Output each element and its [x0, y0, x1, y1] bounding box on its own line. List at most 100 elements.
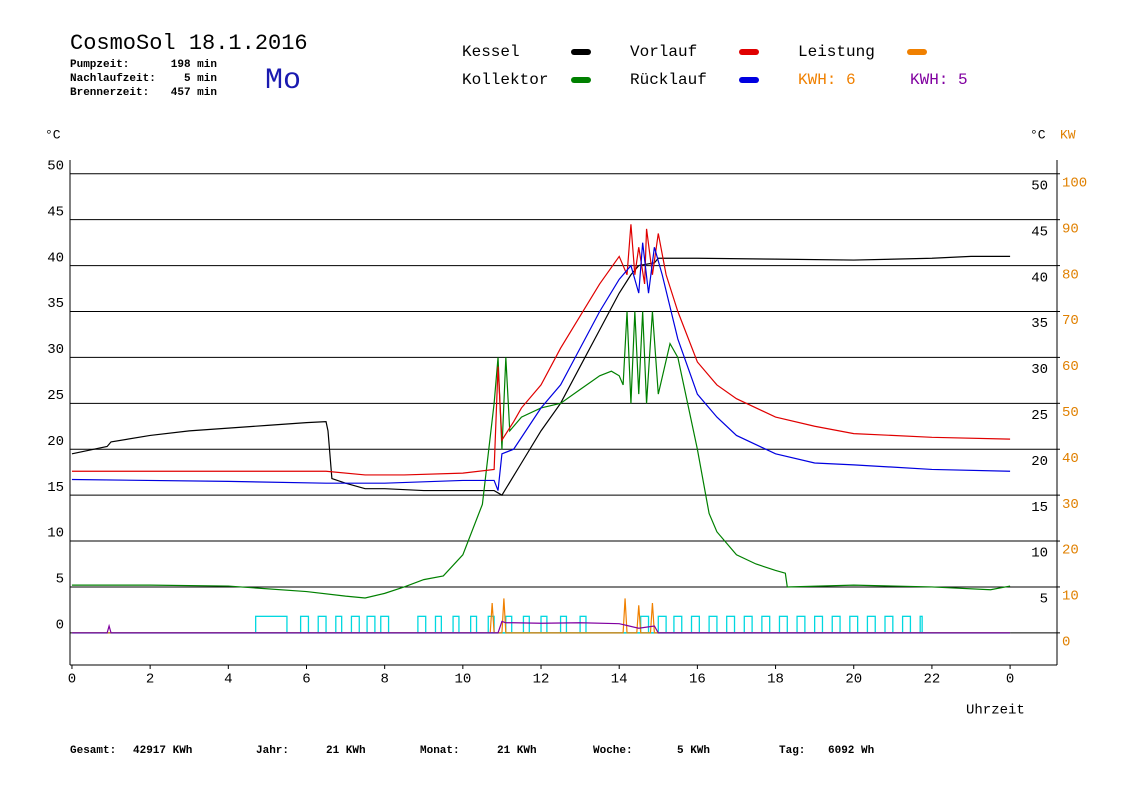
series-line — [71, 311, 1011, 599]
pump-pulse — [255, 615, 288, 634]
pump-pulse — [761, 615, 771, 634]
legend-label: Vorlauf — [630, 43, 697, 61]
legend-label: Kessel — [462, 43, 520, 61]
x-tick-label: 16 — [689, 672, 706, 688]
pump-pulse — [317, 615, 327, 634]
pump-pulse — [884, 615, 894, 634]
y2-tick-label: 50 — [1062, 405, 1079, 421]
pump-pulse — [849, 615, 859, 634]
pump-pulse — [673, 615, 683, 634]
total-value: 6092 Wh — [828, 745, 874, 757]
x-tick-label: 14 — [611, 672, 628, 688]
y-right-tick-label: 40 — [1031, 270, 1048, 286]
pump-pulse — [831, 615, 841, 634]
y2-axis-label: KW — [1060, 127, 1076, 142]
y2-tick-label: 100 — [1062, 175, 1087, 191]
series-line — [71, 242, 1011, 491]
series-line — [71, 620, 1011, 634]
total-value: 21 KWh — [497, 745, 537, 757]
legend-label: Rücklauf — [630, 71, 707, 89]
pump-pulse — [335, 615, 343, 634]
pump-pulse — [579, 615, 587, 634]
total-value: 21 KWh — [326, 745, 366, 757]
x-tick-label: 20 — [845, 672, 862, 688]
pump-pulse — [690, 615, 700, 634]
pump-pulse — [708, 615, 718, 634]
y-right-tick-label: 15 — [1031, 500, 1048, 516]
pump-pulse — [901, 615, 912, 634]
info-label: Brennerzeit: — [70, 87, 149, 99]
y-right-tick-label: 25 — [1031, 408, 1048, 424]
total-value: 42917 KWh — [133, 745, 192, 757]
pump-pulse — [657, 615, 667, 634]
x-tick-label: 22 — [924, 672, 941, 688]
pump-pulse — [417, 615, 427, 634]
pump-pulse — [366, 615, 376, 634]
pump-pulse — [796, 615, 806, 634]
pump-pulse — [640, 615, 650, 634]
y-right-tick-label: 20 — [1031, 454, 1048, 470]
y-right-tick-label: 50 — [1031, 178, 1048, 194]
series-line — [71, 255, 1011, 496]
pump-pulse — [540, 615, 548, 634]
info-label: Pumpzeit: — [70, 59, 129, 71]
total-label: Woche: — [593, 745, 633, 757]
y-right-tick-label: 35 — [1031, 316, 1048, 332]
y-right-tick-label: 45 — [1031, 224, 1048, 240]
y2-tick-label: 30 — [1062, 497, 1079, 513]
pump-pulse — [350, 615, 360, 634]
info-value: 5 min — [184, 73, 217, 85]
y-tick-label: 5 — [56, 572, 64, 588]
pump-pulse — [434, 615, 442, 634]
x-tick-label: 12 — [533, 672, 550, 688]
legend-label: Leistung — [798, 43, 875, 61]
total-label: Jahr: — [256, 745, 289, 757]
weekday: Mo — [265, 64, 301, 98]
x-tick-label: 0 — [1006, 672, 1014, 688]
pump-pulse — [726, 615, 736, 634]
y-right-tick-label: 10 — [1031, 546, 1048, 562]
x-tick-label: 10 — [454, 672, 471, 688]
y2-tick-label: 90 — [1062, 221, 1079, 237]
y-right-tick-label: 5 — [1040, 592, 1048, 608]
pump-pulse — [778, 615, 788, 634]
pump-pulse — [813, 615, 824, 634]
x-tick-label: 4 — [224, 672, 232, 688]
x-tick-label: 2 — [146, 672, 154, 688]
info-value: 198 min — [171, 59, 217, 71]
y2-tick-label: 70 — [1062, 313, 1079, 329]
pump-pulse — [470, 615, 478, 634]
pump-pulse — [505, 615, 513, 634]
info-value: 457 min — [171, 87, 217, 99]
pump-pulse — [452, 615, 460, 634]
y-tick-label: 50 — [47, 158, 64, 174]
y-tick-label: 35 — [47, 296, 64, 312]
legend-label: Kollektor — [462, 71, 548, 89]
series-line — [71, 598, 1011, 634]
y-tick-label: 30 — [47, 342, 64, 358]
x-tick-label: 6 — [302, 672, 310, 688]
y-tick-label: 25 — [47, 388, 64, 404]
y2-tick-label: 10 — [1062, 589, 1079, 605]
pump-pulse — [743, 615, 753, 634]
pump-pulse — [559, 615, 568, 634]
y-tick-label: 45 — [47, 204, 64, 220]
y-right-tick-label: 30 — [1031, 362, 1048, 378]
total-value: 5 KWh — [677, 745, 710, 757]
info-label: Nachlaufzeit: — [70, 73, 156, 85]
total-label: Gesamt: — [70, 745, 116, 757]
pump-pulse — [380, 615, 390, 634]
pump-pulse — [299, 615, 310, 634]
y2-tick-label: 80 — [1062, 267, 1079, 283]
y2-tick-label: 40 — [1062, 451, 1079, 467]
chart-title: CosmoSol 18.1.2016 — [70, 31, 308, 56]
x-tick-label: 18 — [767, 672, 784, 688]
total-label: Monat: — [420, 745, 460, 757]
y2-tick-label: 20 — [1062, 543, 1079, 559]
y-tick-label: 15 — [47, 480, 64, 496]
y2-tick-label: 0 — [1062, 635, 1070, 651]
x-tick-label: 0 — [68, 672, 76, 688]
y-tick-label: 0 — [56, 618, 64, 634]
total-label: Tag: — [779, 745, 805, 757]
